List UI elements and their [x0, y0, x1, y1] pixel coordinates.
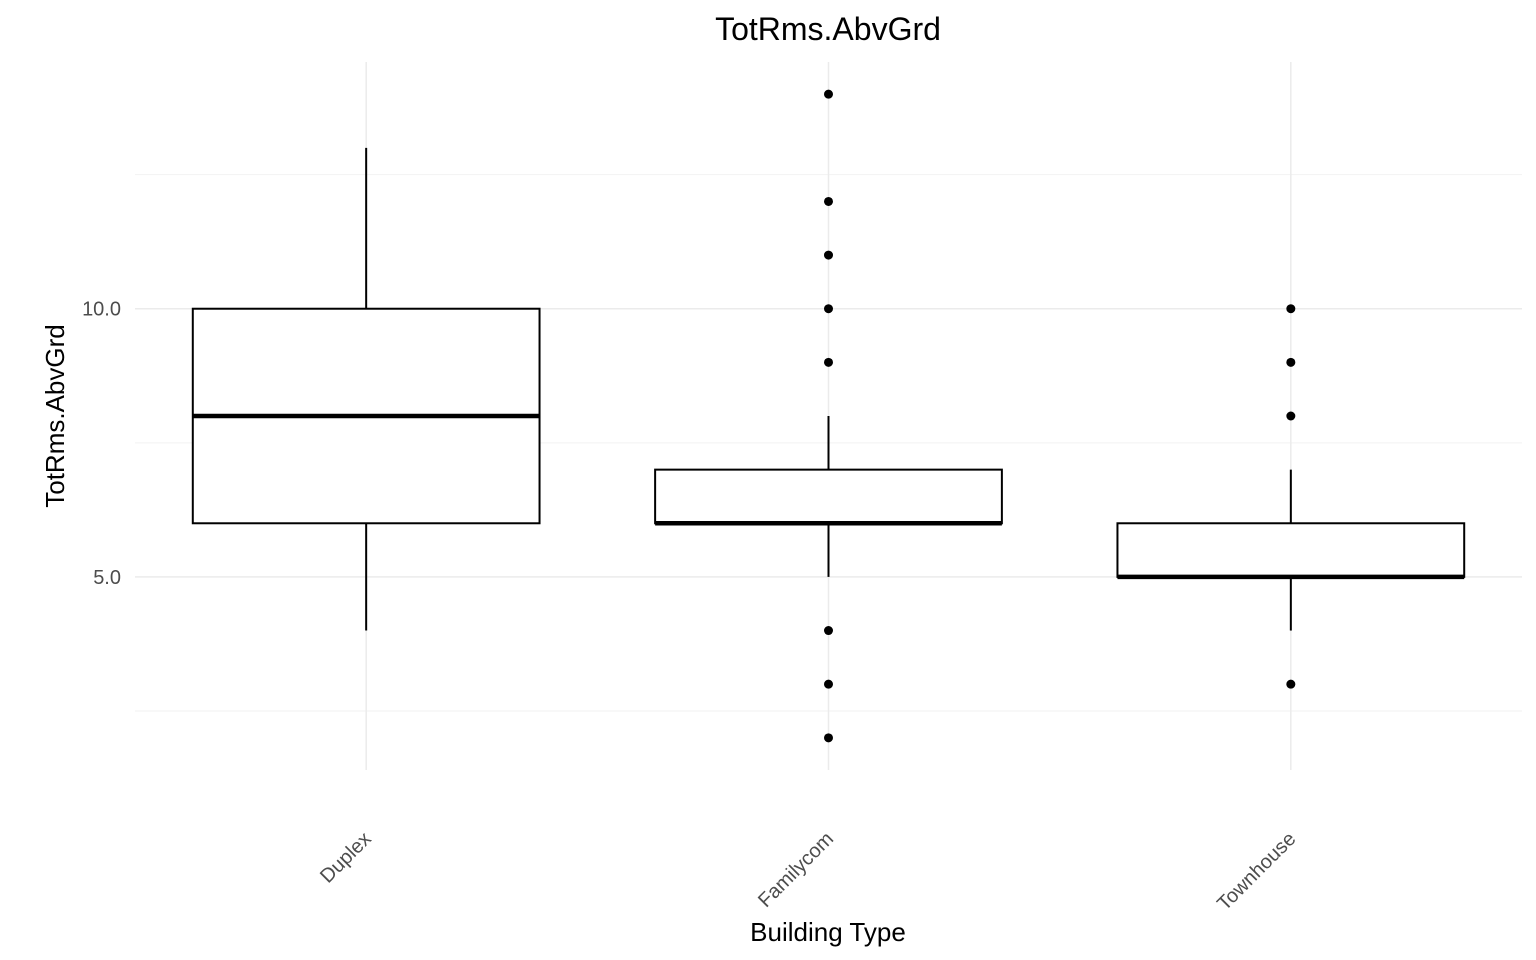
outlier-point: [1286, 357, 1296, 367]
outlier-point: [824, 89, 833, 99]
outlier-point: [1286, 304, 1296, 314]
chart-title: TotRms.AbvGrd: [715, 11, 941, 47]
x-axis-title: Building Type: [750, 917, 906, 947]
x-tick-label: Familycom: [754, 828, 838, 912]
y-tick-label: 10.0: [82, 299, 121, 321]
outlier-point: [1286, 411, 1296, 421]
x-axis-ticks: Duplex Familycom Townhouse: [316, 828, 1300, 915]
y-axis-title: TotRms.AbvGrd: [40, 324, 70, 508]
outlier-point: [824, 679, 833, 689]
y-tick-label: 5.0: [93, 567, 121, 589]
y-axis-ticks: 5.0 10.0: [82, 299, 121, 589]
outlier-point: [824, 626, 833, 636]
outlier-point: [824, 357, 833, 367]
outlier-point: [824, 733, 833, 743]
outliers: [824, 89, 1296, 743]
iqr-box: [654, 468, 1003, 525]
outlier-point: [824, 304, 833, 314]
boxes: [191, 147, 1466, 631]
box-townhouse: [1116, 469, 1466, 631]
iqr-box: [1116, 522, 1466, 578]
box-duplex: [191, 147, 541, 631]
box-familycom: [654, 416, 1003, 577]
x-tick-label: Duplex: [316, 828, 376, 888]
outlier-point: [824, 196, 833, 206]
outlier-point: [824, 250, 833, 260]
x-tick-label: Townhouse: [1213, 828, 1300, 915]
outlier-point: [1286, 679, 1296, 689]
